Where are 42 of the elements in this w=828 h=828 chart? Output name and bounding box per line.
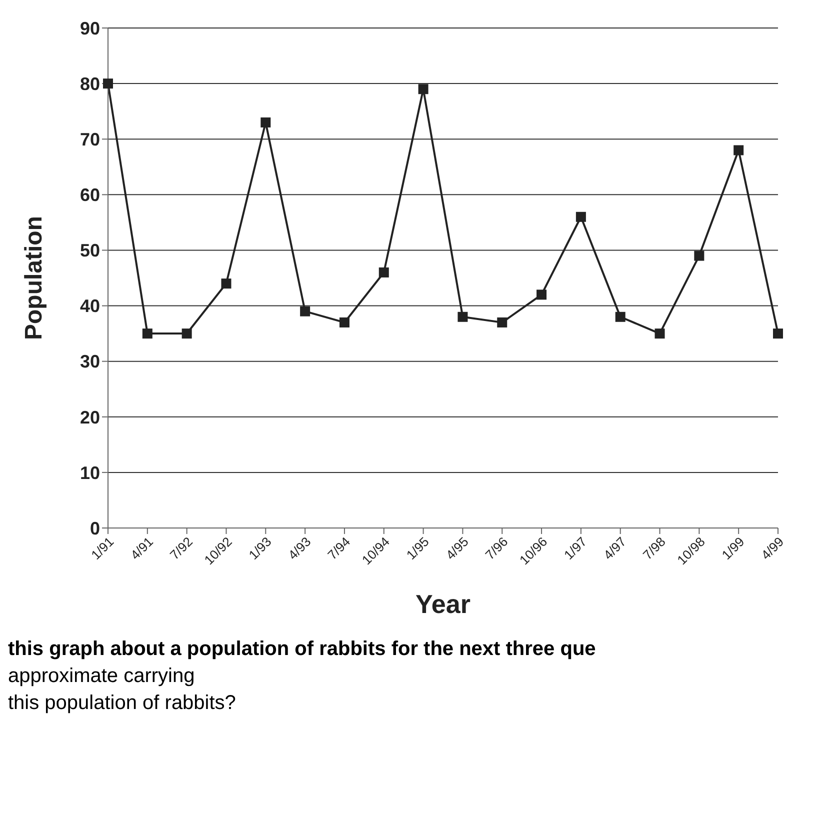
x-axis-title: Year bbox=[416, 589, 470, 619]
text: approximate carrying bbox=[8, 665, 196, 688]
point bbox=[536, 290, 547, 300]
point bbox=[576, 212, 586, 222]
y-tick-label: 50 bbox=[80, 240, 100, 261]
point bbox=[694, 250, 704, 261]
y-tick-label: 10 bbox=[80, 462, 100, 483]
point bbox=[260, 117, 271, 128]
point bbox=[458, 312, 468, 322]
y-tick-label: 90 bbox=[80, 18, 100, 38]
x-tick-label: 1/99 bbox=[718, 534, 748, 563]
point bbox=[103, 78, 113, 89]
y-tick-label: 30 bbox=[80, 352, 100, 372]
x-tick-label: 4/95 bbox=[442, 534, 472, 563]
x-tick-label: 4/93 bbox=[285, 534, 314, 563]
point bbox=[221, 278, 232, 289]
text: this population of rabbits? bbox=[8, 692, 237, 715]
x-tick-label: 4/99 bbox=[758, 534, 787, 563]
x-tick-label: 7/92 bbox=[166, 534, 196, 563]
x-tick-label: 7/94 bbox=[324, 534, 354, 563]
x-tick-label: 4/91 bbox=[128, 534, 156, 563]
x-tick-label: 7/96 bbox=[482, 534, 511, 563]
point bbox=[654, 328, 665, 339]
point bbox=[339, 317, 350, 328]
point bbox=[182, 328, 192, 339]
y-tick-label: 20 bbox=[80, 407, 100, 428]
point bbox=[497, 317, 508, 328]
y-tick-label: 70 bbox=[80, 130, 100, 150]
y-tick-label: 40 bbox=[80, 296, 100, 316]
x-tick-label: 1/93 bbox=[246, 534, 274, 563]
point bbox=[615, 312, 626, 322]
y-axis-title: Population bbox=[20, 216, 48, 340]
x-tick-label: 7/98 bbox=[640, 534, 668, 563]
point bbox=[418, 84, 428, 94]
y-tick-label: 60 bbox=[80, 185, 100, 206]
point bbox=[378, 267, 389, 278]
y-tick-label: 80 bbox=[80, 74, 100, 94]
point bbox=[734, 145, 744, 156]
point bbox=[773, 328, 783, 339]
point bbox=[142, 328, 152, 339]
text: this graph about a population of rabbits for the next three que bbox=[8, 638, 597, 661]
point bbox=[300, 306, 310, 316]
